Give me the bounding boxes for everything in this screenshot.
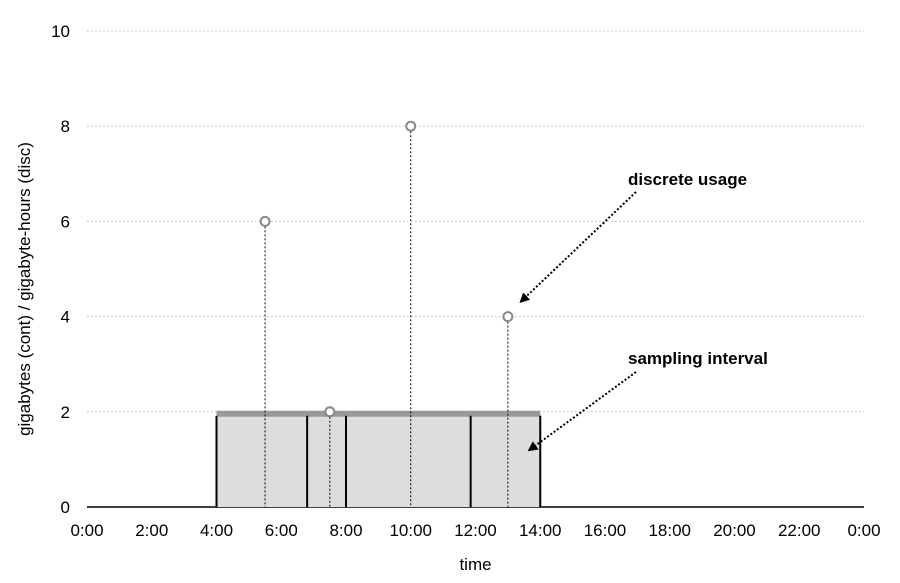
annotation-arrow [519, 191, 637, 303]
x-tick-label: 18:00 [648, 521, 691, 540]
discrete-usage-point [405, 120, 417, 132]
y-tick-label: 6 [61, 212, 70, 231]
annotations: discrete usage sampling interval [519, 170, 768, 452]
annotation-label: discrete usage [628, 170, 747, 189]
x-tick-label: 16:00 [584, 521, 627, 540]
y-tick-label: 10 [51, 22, 70, 41]
x-tick-label: 20:00 [713, 521, 756, 540]
annotation-label: sampling interval [628, 349, 768, 368]
y-tick-label: 4 [61, 308, 70, 327]
y-tick-label: 2 [61, 403, 70, 422]
y-tick-label: 8 [61, 117, 70, 136]
tick-labels: 0:00 2:00 4:00 6:00 8:00 10:00 12:00 14:00 16:00… [51, 22, 880, 540]
discrete-usage-point [502, 311, 514, 323]
discrete-usage-point [324, 406, 336, 418]
x-tick-label: 0:00 [847, 521, 880, 540]
y-axis-title: gigabytes (cont) / gigabyte-hours (disc) [15, 142, 34, 436]
x-tick-label: 14:00 [519, 521, 562, 540]
x-tick-label: 4:00 [200, 521, 233, 540]
x-axis-title: time [459, 555, 491, 574]
x-tick-label: 8:00 [329, 521, 362, 540]
discrete-usage-stems [264, 131, 509, 507]
x-tick-label: 10:00 [389, 521, 432, 540]
x-tick-label: 6:00 [265, 521, 298, 540]
continuous-usage-rect [216, 411, 541, 507]
x-tick-label: 2:00 [135, 521, 168, 540]
x-tick-label: 12:00 [454, 521, 497, 540]
continuous-usage-area [215, 410, 542, 507]
annotation-arrow [527, 371, 637, 452]
discrete-usage-point [259, 215, 271, 227]
discrete-usage-points [259, 120, 514, 418]
x-tick-label: 22:00 [778, 521, 821, 540]
y-tick-label: 0 [61, 498, 70, 517]
x-tick-label: 0:00 [70, 521, 103, 540]
